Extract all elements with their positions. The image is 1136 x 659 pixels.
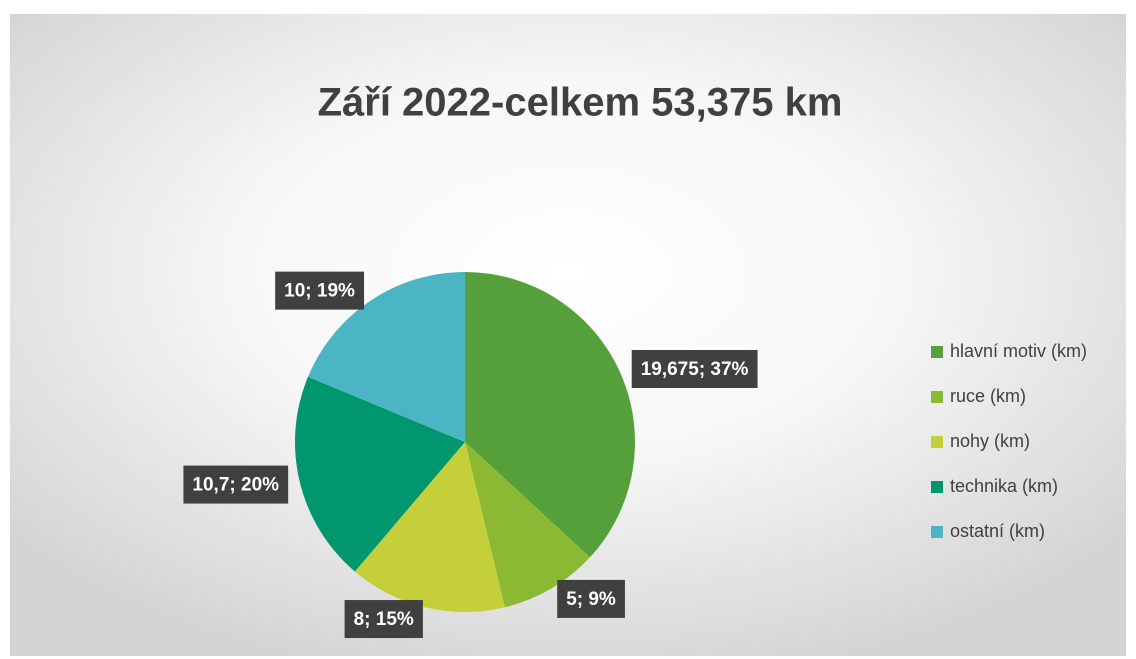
legend-label: nohy (km) (950, 431, 1030, 451)
pie-slice (308, 272, 465, 442)
chart-title: Září 2022-celkem 53,375 km (318, 81, 843, 125)
legend-swatch (931, 481, 943, 493)
legend-label: hlavní motiv (km) (950, 341, 1087, 361)
data-label-box (631, 349, 758, 388)
data-label-box (183, 465, 289, 504)
legend-swatch (931, 391, 943, 403)
legend-label: ruce (km) (950, 386, 1026, 406)
legend-swatch (931, 346, 943, 358)
data-label: 10,7; 20% (192, 475, 279, 496)
data-label: 10; 19% (284, 281, 355, 302)
pie-slice (295, 376, 465, 572)
data-label-box (275, 271, 365, 310)
legend-label: ostatní (km) (950, 521, 1045, 541)
data-label: 5; 9% (566, 589, 616, 610)
pie-slice (354, 442, 505, 612)
data-label-box (344, 600, 423, 639)
pie-slice (465, 272, 636, 558)
data-label: 8; 15% (354, 609, 414, 630)
data-label: 19,675; 37% (641, 359, 749, 380)
legend-swatch (931, 526, 943, 538)
pie-slice (465, 442, 590, 608)
data-label-box (557, 579, 625, 618)
legend-label: technika (km) (950, 476, 1058, 496)
legend-swatch (931, 436, 943, 448)
